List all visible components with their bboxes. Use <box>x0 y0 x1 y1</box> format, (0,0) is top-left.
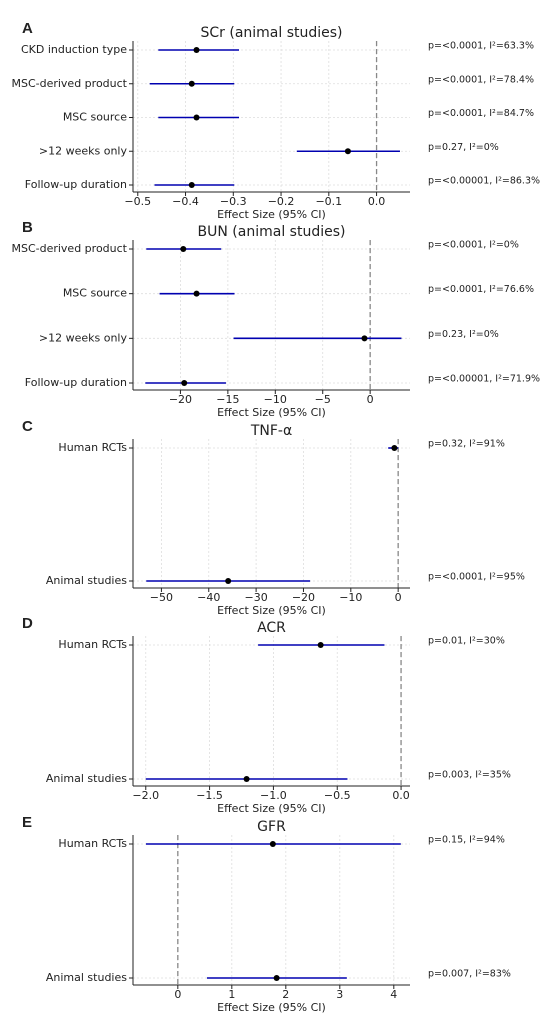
panel-letter: E <box>22 814 32 831</box>
chart-title: GFR <box>257 819 286 835</box>
x-tick-label: −2.0 <box>132 789 159 802</box>
category-label: Animal studies <box>46 971 127 984</box>
x-tick-label: 0 <box>367 393 374 406</box>
category-label: Human RCTs <box>58 638 127 651</box>
x-tick-label: 0 <box>174 988 181 1001</box>
category-label: MSC source <box>63 111 127 124</box>
x-axis-label: Effect Size (95% CI) <box>217 208 326 221</box>
x-axis-label: Effect Size (95% CI) <box>217 406 326 419</box>
point-estimate <box>193 47 200 53</box>
x-axis-label: Effect Size (95% CI) <box>217 604 326 617</box>
x-tick-label: −1.5 <box>196 789 223 802</box>
annotation: p=<0.00001, I²=71.9% <box>428 374 540 385</box>
annotation: p=<0.0001, I²=78.4% <box>428 74 534 85</box>
x-tick-label: −0.5 <box>324 789 351 802</box>
annotation: p=0.27, I²=0% <box>428 142 499 153</box>
x-tick-label: 2 <box>282 988 289 1001</box>
x-tick-label: −10 <box>264 393 287 406</box>
point-estimate <box>188 80 195 87</box>
x-tick-label: −30 <box>245 591 268 604</box>
category-label: Animal studies <box>46 574 127 587</box>
point-estimate <box>225 578 232 584</box>
point-estimate <box>269 841 276 847</box>
chart-title: SCr (animal studies) <box>200 25 342 41</box>
x-tick-label: −1.0 <box>260 789 287 802</box>
annotation: p=<0.0001, I²=84.7% <box>428 108 534 119</box>
category-label: Human RCTs <box>58 837 127 850</box>
category-label: MSC-derived product <box>11 242 127 255</box>
point-estimate <box>181 380 188 386</box>
annotation: p=0.007, I²=83% <box>428 969 511 980</box>
annotation: p=<0.0001, I²=95% <box>428 572 525 583</box>
x-tick-label: 4 <box>390 988 397 1001</box>
panel-letter: C <box>22 418 33 435</box>
point-estimate <box>188 182 195 188</box>
x-tick-label: −15 <box>216 393 239 406</box>
panel-letter: D <box>22 615 33 632</box>
chart-title: BUN (animal studies) <box>198 224 346 240</box>
point-estimate <box>361 335 368 342</box>
x-tick-label: −50 <box>150 591 173 604</box>
chart-title: TNF-α <box>250 423 292 439</box>
x-tick-label: −0.3 <box>220 195 247 208</box>
annotation: p=0.23, I²=0% <box>428 329 499 340</box>
x-tick-label: 0.0 <box>368 195 386 208</box>
x-axis-label: Effect Size (95% CI) <box>217 802 326 815</box>
category-label: CKD induction type <box>21 43 127 56</box>
annotation: p=0.32, I²=91% <box>428 439 505 450</box>
x-tick-label: −0.4 <box>172 195 199 208</box>
point-estimate <box>193 114 200 121</box>
x-tick-label: 3 <box>336 988 343 1001</box>
category-label: MSC-derived product <box>11 77 127 90</box>
annotation: p=0.15, I²=94% <box>428 835 505 846</box>
x-tick-label: −5 <box>315 393 331 406</box>
category-label: Follow-up duration <box>25 376 127 389</box>
point-estimate <box>193 290 200 297</box>
point-estimate <box>391 445 398 451</box>
point-estimate <box>273 975 280 981</box>
x-tick-label: −0.1 <box>315 195 342 208</box>
x-tick-label: −20 <box>169 393 192 406</box>
panel-letter: A <box>22 20 33 37</box>
x-tick-label: −0.5 <box>124 195 151 208</box>
x-tick-label: 0.0 <box>392 789 410 802</box>
annotation: p=<0.0001, I²=0% <box>428 240 519 251</box>
annotation: p=<0.0001, I²=76.6% <box>428 284 534 295</box>
x-tick-label: 0 <box>395 591 402 604</box>
x-tick-label: 1 <box>228 988 235 1001</box>
category-label: Human RCTs <box>58 441 127 454</box>
point-estimate <box>317 642 324 648</box>
panel-letter: B <box>22 219 33 236</box>
x-tick-label: −0.2 <box>268 195 295 208</box>
annotation: p=0.003, I²=35% <box>428 770 511 781</box>
point-estimate <box>243 776 250 782</box>
x-tick-label: −10 <box>339 591 362 604</box>
annotation: p=<0.0001, I²=63.3% <box>428 41 534 52</box>
x-tick-label: −20 <box>292 591 315 604</box>
category-label: >12 weeks only <box>39 144 128 157</box>
point-estimate <box>180 246 187 252</box>
category-label: MSC source <box>63 287 127 300</box>
x-axis-label: Effect Size (95% CI) <box>217 1001 326 1014</box>
category-label: Animal studies <box>46 772 127 785</box>
annotation: p=0.01, I²=30% <box>428 636 505 647</box>
annotation: p=<0.00001, I²=86.3% <box>428 176 540 187</box>
x-tick-label: −40 <box>197 591 220 604</box>
chart-title: ACR <box>257 620 286 636</box>
category-label: Follow-up duration <box>25 178 127 191</box>
category-label: >12 weeks only <box>39 331 128 344</box>
point-estimate <box>344 148 351 155</box>
